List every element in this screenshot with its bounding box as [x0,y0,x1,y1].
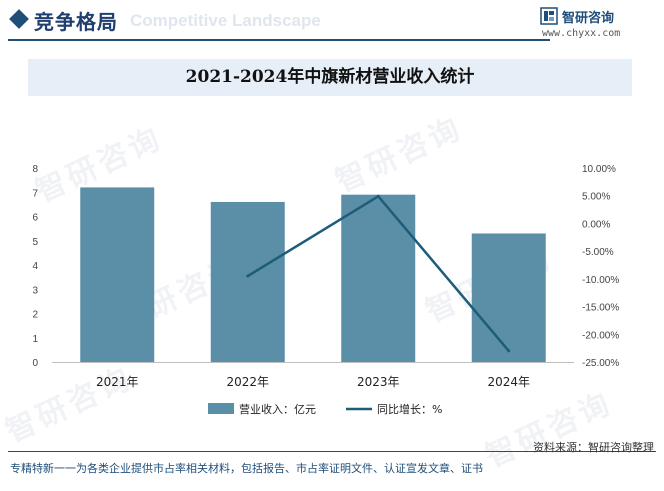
footnote: 专精特新一一为各类企业提供市占率相关材料，包括报告、市占率证明文件、认证宣发文章… [10,462,483,475]
page-header: Competitive Landscape 竞争格局 智研咨询 www.chyx… [0,0,664,44]
growth-point [246,274,250,278]
y-left-tick-label: 6 [32,213,38,224]
brand[interactable]: 智研咨询 www.chyxx.com [540,6,650,42]
y-right-tick-label: -10.00% [582,275,619,286]
brand-url[interactable]: www.chyxx.com [542,28,621,39]
growth-point [376,194,380,198]
y-left-tick-label: 4 [32,261,38,272]
brand-name: 智研咨询 [562,11,615,26]
chart-title-band: 2021-2024年中旗新材营业收入统计 [28,59,632,96]
header-subtitle: Competitive Landscape [130,11,321,30]
header-divider [8,39,550,41]
y-left-tick-label: 7 [32,188,38,199]
y-left-tick-label: 3 [32,285,38,296]
y-left-tick-label: 1 [32,334,38,345]
x-tick-label: 2021年 [96,375,139,389]
header-title: 竞争格局 [34,10,118,34]
y-right-tick-label: -5.00% [582,247,614,258]
bar [471,233,546,362]
chart-title: 2021-2024年中旗新材营业收入统计 [185,67,475,87]
growth-point [507,349,511,353]
y-right-tick-label: 10.00% [582,164,616,175]
legend-label-line: 同比增长：% [377,402,442,416]
y-right-tick-label: -20.00% [582,330,619,341]
legend-swatch-bar [208,403,234,414]
bar [80,187,155,362]
bar [210,201,285,362]
y-left-tick-label: 5 [32,237,38,248]
y-right-tick-label: -25.00% [582,358,619,369]
source-note: 资料来源：智研咨询整理 [533,441,654,454]
brand-logo-icon [540,7,558,25]
y-left-tick-label: 0 [32,358,38,369]
y-left-tick-label: 8 [32,164,38,175]
legend-label-bar: 营业收入：亿元 [239,402,316,416]
bar [341,194,416,362]
x-tick-label: 2023年 [357,375,400,389]
x-tick-label: 2022年 [226,375,269,389]
y-right-tick-label: 0.00% [582,219,610,230]
chart-canvas: 0 1 2 3 4 5 6 7 8 10.00% 5.00% 0.00% -5.00% -10.00% -1… [32,164,619,416]
x-tick-label: 2024年 [487,375,530,389]
y-right-tick-label: -15.00% [582,303,619,314]
y-left-tick-label: 2 [32,310,38,321]
footer-divider [8,451,656,452]
y-right-tick-label: 5.00% [582,192,610,203]
